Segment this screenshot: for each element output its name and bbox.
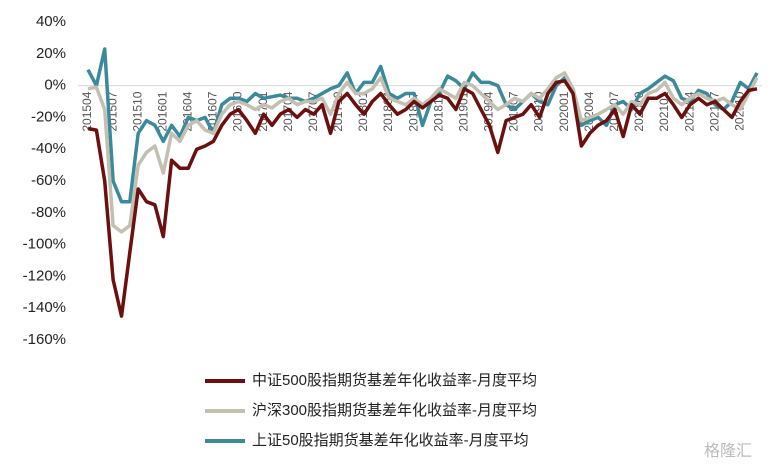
series-line <box>87 79 758 318</box>
x-tick-label: 201504 <box>80 91 94 131</box>
y-tick-label: -120% <box>23 267 66 284</box>
x-tick-label: 201601 <box>155 91 169 131</box>
y-tick-label: -20% <box>31 108 66 125</box>
series-line <box>86 47 759 204</box>
legend-label: 沪深300股指期货基差年化收益率-月度平均 <box>252 402 537 419</box>
x-tick-label: 201604 <box>181 91 195 131</box>
y-tick-label: -160% <box>23 331 66 348</box>
y-tick-label: -140% <box>23 299 66 316</box>
x-tick-label: 201810 <box>431 91 445 131</box>
y-tick-label: -80% <box>31 204 66 221</box>
y-tick-label: 0% <box>44 77 66 94</box>
x-tick-label: 201904 <box>482 91 496 131</box>
x-tick-label: 201901 <box>456 91 470 131</box>
legend-label: 中证500股指期货基差年化收益率-月度平均 <box>252 372 537 389</box>
x-tick-label: 202101 <box>657 91 671 131</box>
x-tick-label: 201510 <box>130 91 144 131</box>
y-tick-label: 40% <box>36 13 66 30</box>
y-tick-label: -40% <box>31 140 66 157</box>
x-tick-label: 202001 <box>557 91 571 131</box>
y-tick-label: -100% <box>23 236 66 253</box>
series-line <box>87 71 759 234</box>
y-tick-label: 20% <box>36 45 66 62</box>
y-tick-label: -60% <box>31 172 66 189</box>
watermark: 格隆汇 <box>704 442 752 460</box>
legend-label: 上证50股指期货基差年化收益率-月度平均 <box>252 432 529 449</box>
